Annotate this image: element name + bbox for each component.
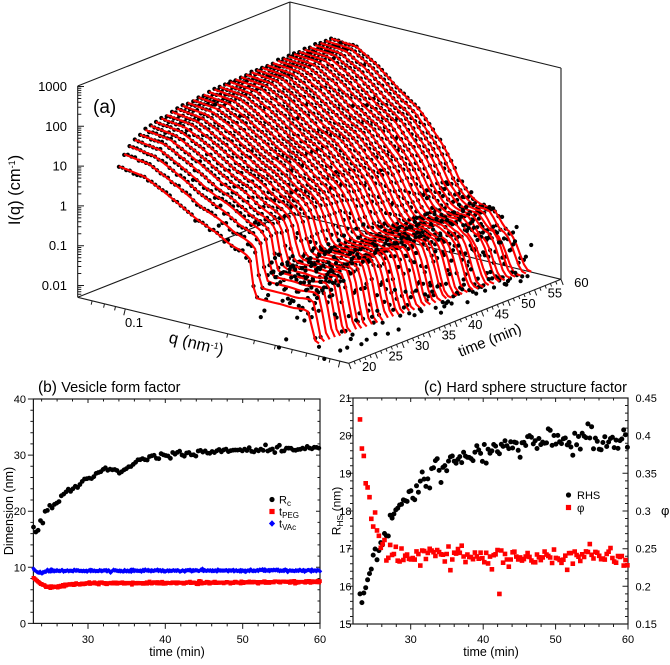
svg-text:1: 1 (60, 198, 67, 213)
svg-text:30: 30 (405, 634, 417, 646)
svg-text:0.45: 0.45 (636, 393, 657, 405)
svg-text:0: 0 (20, 618, 26, 630)
svg-text:35: 35 (442, 328, 456, 343)
svg-text:15: 15 (339, 619, 351, 631)
svg-text:30: 30 (14, 450, 26, 462)
svg-text:30: 30 (415, 338, 429, 353)
svg-text:40: 40 (468, 317, 482, 332)
svg-text:19: 19 (339, 468, 351, 480)
svg-text:0.1: 0.1 (49, 238, 67, 253)
svg-text:30: 30 (82, 634, 94, 646)
svg-text:18: 18 (339, 506, 351, 518)
svg-text:60: 60 (622, 634, 634, 646)
svg-text:Rc: Rc (279, 495, 291, 509)
svg-text:50: 50 (549, 634, 561, 646)
svg-text:0.01: 0.01 (42, 278, 67, 293)
svg-text:60: 60 (314, 634, 326, 646)
svg-text:I(q) (cm-1): I(q) (cm-1) (6, 155, 24, 225)
svg-text:1000: 1000 (38, 79, 67, 94)
svg-text:0.1: 0.1 (125, 315, 143, 330)
svg-text:20: 20 (14, 506, 26, 518)
svg-text:RHS (nm): RHS (nm) (330, 487, 346, 535)
svg-text:0.25: 0.25 (636, 544, 657, 556)
svg-text:(a): (a) (93, 97, 116, 118)
svg-text:10: 10 (53, 159, 67, 174)
svg-text:0.15: 0.15 (636, 619, 657, 631)
svg-text:20: 20 (362, 359, 376, 374)
svg-text:50: 50 (237, 634, 249, 646)
svg-text:40: 40 (14, 394, 26, 406)
svg-text:Dimension (nm): Dimension (nm) (2, 467, 16, 555)
svg-text:0.35: 0.35 (636, 468, 657, 480)
svg-text:10: 10 (14, 562, 26, 574)
svg-text:60: 60 (574, 275, 588, 290)
svg-text:RHS: RHS (577, 490, 600, 502)
svg-text:50: 50 (521, 296, 535, 311)
svg-text:100: 100 (45, 119, 67, 134)
svg-text:55: 55 (548, 286, 562, 301)
svg-text:40: 40 (477, 634, 489, 646)
svg-text:time (min): time (min) (463, 645, 519, 659)
svg-text:0.4: 0.4 (636, 431, 651, 443)
svg-text:45: 45 (495, 307, 509, 322)
svg-text:φ: φ (661, 503, 669, 518)
svg-text:0.2: 0.2 (636, 581, 651, 593)
svg-text:25: 25 (388, 349, 402, 364)
svg-text:(c) Hard sphere structure fact: (c) Hard sphere structure factor (424, 379, 627, 396)
svg-text:0.3: 0.3 (636, 506, 651, 518)
svg-text:16: 16 (339, 581, 351, 593)
svg-text:time (min): time (min) (149, 645, 205, 659)
svg-text:20: 20 (339, 431, 351, 443)
svg-text:17: 17 (339, 544, 351, 556)
svg-text:40: 40 (159, 634, 171, 646)
svg-text:21: 21 (339, 393, 351, 405)
svg-text:(b) Vesicle form factor: (b) Vesicle form factor (38, 379, 181, 396)
svg-text:φ: φ (577, 503, 584, 515)
